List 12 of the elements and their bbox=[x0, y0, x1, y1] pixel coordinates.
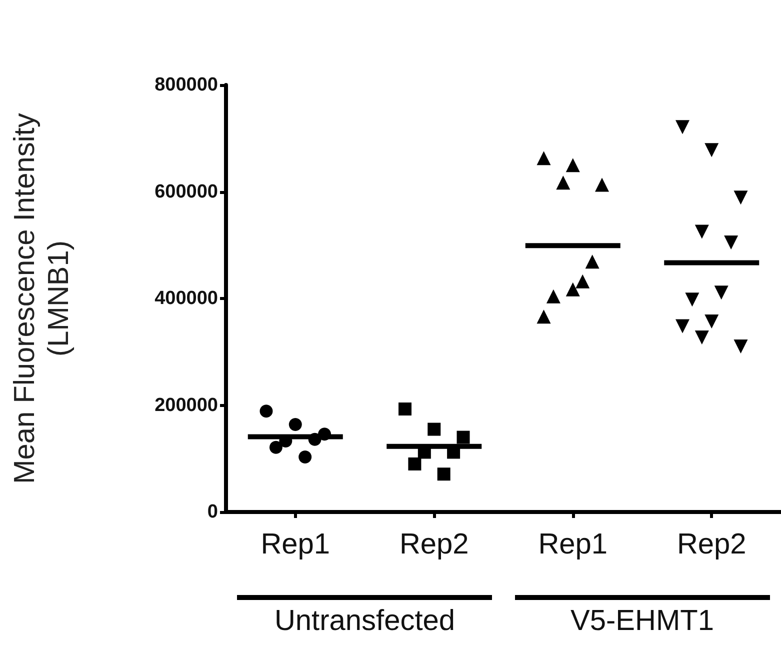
x-tick-label: Rep1 bbox=[538, 528, 608, 560]
text: Untransfected bbox=[273, 605, 456, 638]
text: V5-EHMT1 bbox=[570, 605, 715, 638]
y-tick-label: 600000 bbox=[154, 181, 218, 202]
y-tick-label: 200000 bbox=[154, 394, 218, 416]
y-axis-title: Mean Fluorescence Intensity (LMNB1) bbox=[9, 112, 75, 484]
x-tick-label: Rep1 bbox=[260, 528, 330, 560]
y-tick-label: 800000 bbox=[154, 74, 218, 96]
x-tick-label: Rep2 bbox=[399, 528, 469, 560]
y-tick-label: 400000 bbox=[154, 288, 218, 309]
x-tick-label: Rep2 bbox=[676, 528, 746, 560]
y-tick-label: 0 bbox=[207, 502, 218, 522]
